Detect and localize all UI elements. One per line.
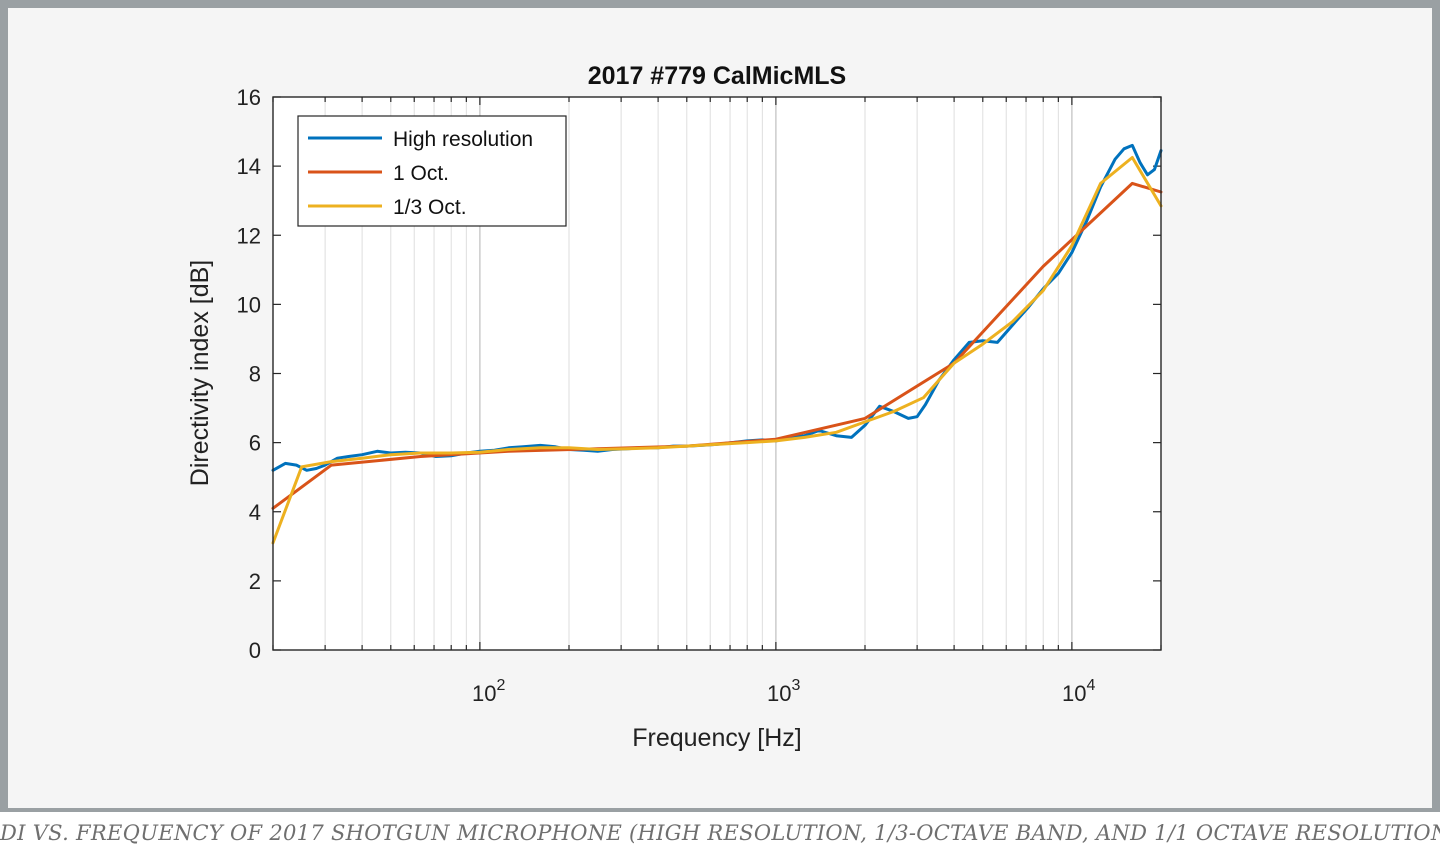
plot-box — [272, 96, 1162, 651]
x-axis-label: Frequency [Hz] — [632, 724, 802, 752]
y-tick-label: 0 — [249, 638, 261, 663]
axis-ticks: 0 2 4 6 8 10 12 14 16 — [237, 85, 1162, 663]
y-tick-label: 8 — [249, 362, 261, 387]
figure-caption: DI VS. FREQUENCY OF 2017 SHOTGUN MICROPH… — [0, 812, 1440, 855]
series-line-1-3-oct — [271, 156, 1163, 545]
legend-label-high-resolution: High resolution — [393, 128, 533, 151]
y-tick-label: 4 — [249, 500, 261, 525]
chart-title: 2017 #779 CalMicMLS — [588, 62, 846, 90]
x-tick-label-10000: 104 — [1062, 677, 1095, 706]
legend-label-third-oct: 1/3 Oct. — [393, 196, 467, 219]
y-tick-label: 14 — [237, 154, 261, 179]
legend: High resolution 1 Oct. 1/3 Oct. — [297, 115, 567, 227]
y-tick-label: 6 — [249, 431, 261, 456]
y-tick-label: 16 — [237, 85, 261, 110]
y-axis-label: Directivity index [dB] — [186, 260, 214, 486]
y-tick-label: 12 — [237, 223, 261, 248]
series-lines — [271, 143, 1163, 545]
x-tick-labels: 102 103 104 — [472, 677, 1095, 706]
directivity-chart: 0 2 4 6 8 10 12 14 16 2017 #779 CalMicMLS Freque… — [186, 62, 1163, 752]
y-tick-label: 2 — [249, 569, 261, 594]
y-tick-label: 10 — [237, 292, 261, 317]
x-tick-label-1000: 103 — [767, 677, 800, 706]
legend-label-1-oct: 1 Oct. — [393, 162, 449, 185]
x-tick-label-100: 102 — [472, 677, 505, 706]
